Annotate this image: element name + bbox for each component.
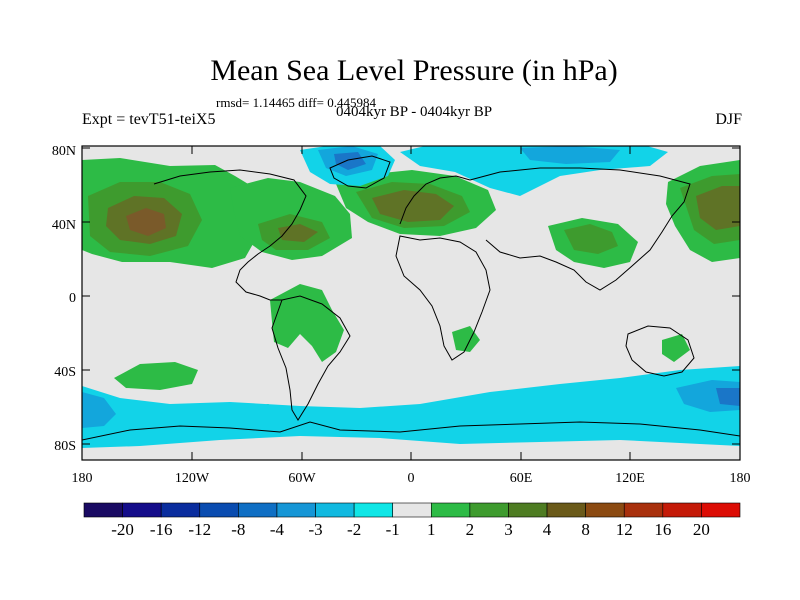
colorbar-label: 4 <box>543 520 552 539</box>
coast-europe <box>399 175 471 225</box>
colorbar-label: -1 <box>386 520 400 539</box>
colorbar-swatch <box>430 502 471 518</box>
colorbar-swatch <box>546 502 586 518</box>
neutral-antarctic-interior <box>82 436 740 460</box>
colorbar-swatch <box>122 502 162 518</box>
neg-southern-band <box>82 366 740 460</box>
colorbar-swatch <box>701 502 741 518</box>
colorbar-swatch <box>662 502 702 518</box>
coastlines <box>82 155 740 441</box>
colorbar-label: 2 <box>466 520 475 539</box>
y-tick-label: 40S <box>54 365 76 380</box>
colorbar-label: -20 <box>111 520 134 539</box>
x-tick-label: 0 <box>408 471 415 486</box>
colorbar-label: 8 <box>581 520 590 539</box>
colorbar-swatch <box>508 502 548 518</box>
colorbar-swatch <box>315 502 355 518</box>
colorbar-swatch <box>83 502 123 518</box>
neg3-greenland <box>334 152 366 170</box>
colorbar-label: -8 <box>231 520 245 539</box>
y-axis <box>82 147 740 445</box>
colorbar-label: 1 <box>427 520 436 539</box>
chart-title: Mean Sea Level Pressure (in hPa) <box>210 54 618 87</box>
colorbar-label: 20 <box>693 520 710 539</box>
x-tick-label: 120W <box>175 471 210 486</box>
coast-greenland <box>329 155 391 189</box>
colorbar-swatch <box>199 502 239 518</box>
neg2-south-pacific <box>82 392 116 428</box>
coast-antarctica <box>82 421 740 441</box>
neg3-south-indian <box>716 388 740 406</box>
coast-australia <box>625 325 695 377</box>
colorbar-swatch <box>160 502 201 518</box>
coast-asia <box>469 167 691 291</box>
pos-australia-spot <box>662 334 690 362</box>
x-axis <box>81 146 741 460</box>
colorbar-swatch <box>276 502 316 518</box>
x-tick-label: 60W <box>288 471 316 486</box>
colorbar-label: -2 <box>347 520 361 539</box>
pos3-pacific-west <box>696 186 740 230</box>
colorbar-label: 16 <box>654 520 671 539</box>
map-field <box>82 146 740 460</box>
colorbar-swatch <box>585 502 625 518</box>
colorbar-swatch <box>623 502 664 518</box>
colorbar-swatch <box>238 502 278 518</box>
colorbar-swatch <box>353 502 394 518</box>
x-tick-label: 180 <box>730 471 751 486</box>
pos2-asia <box>564 224 618 254</box>
colorbar-label: 12 <box>616 520 633 539</box>
coast-south-america <box>271 295 351 421</box>
coast-africa <box>395 235 491 361</box>
period-label: 0404kyr BP - 0404kyr BP <box>335 104 493 120</box>
positive-anomaly-regions <box>82 158 740 424</box>
colorbar-label: -12 <box>188 520 211 539</box>
y-tick-label: 80N <box>52 144 76 159</box>
colorbar-label: -16 <box>150 520 173 539</box>
pos-south-pacific <box>114 362 198 390</box>
pos-southern-africa <box>452 326 480 352</box>
colorbar-label: 3 <box>504 520 513 539</box>
coast-north-america <box>153 169 307 301</box>
neg2-siberia <box>520 146 620 164</box>
colorbar-label: -4 <box>270 520 285 539</box>
x-tick-label: 120E <box>615 471 645 486</box>
colorbar-labels: -20 -16 -12 -8 -4 -3 -2 -1 1 2 3 4 8 12 16 20 <box>111 520 710 539</box>
colorbar-swatch <box>392 502 432 518</box>
colorbar <box>83 502 741 518</box>
y-tick-label: 0 <box>69 291 76 306</box>
x-tick-label: 180 <box>72 471 93 486</box>
rmsd-subtitle: rmsd= 1.14465 diff= 0.445984 <box>216 95 376 110</box>
colorbar-label: -3 <box>308 520 322 539</box>
pos-south-america <box>270 284 344 362</box>
pos3-europe <box>372 190 454 222</box>
colorbar-swatch <box>469 502 509 518</box>
y-tick-label: 80S <box>54 439 76 454</box>
y-tick-label: 40N <box>52 218 76 233</box>
x-tick-label: 60E <box>510 471 533 486</box>
experiment-label: Expt = tevT51-teiX5 <box>82 111 216 128</box>
season-label: DJF <box>715 111 742 128</box>
pos4-pacific <box>126 208 166 236</box>
